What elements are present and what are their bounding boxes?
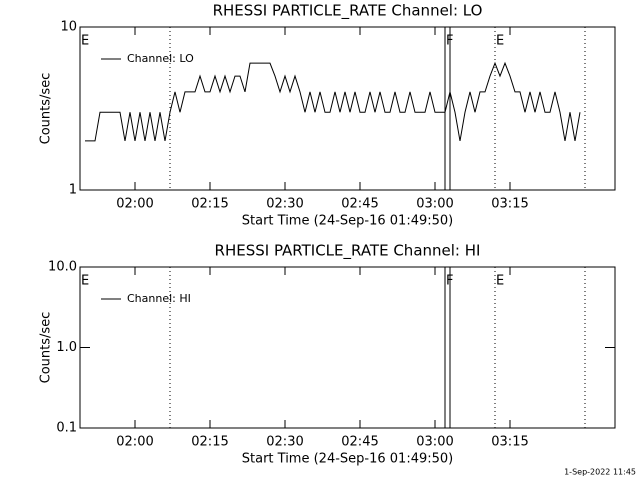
x-tick-label: 02:15 [191,197,228,212]
x-tick-label: 03:00 [416,197,453,212]
legend-label: Channel: LO [127,52,194,65]
plot-frame [79,26,616,191]
x-tick-label: 02:00 [116,197,153,212]
x-tick-label: 03:00 [416,435,453,450]
event-marker: F [446,274,453,289]
x-axis-label: Start Time (24-Sep-16 01:49:50) [242,214,453,229]
chart-title: RHESSI PARTICLE_RATE Channel: HI [215,242,481,261]
event-marker: E [81,274,89,289]
y-tick-label: 10 [60,20,77,35]
x-axis-label: Start Time (24-Sep-16 01:49:50) [242,452,453,467]
y-axis-label: Counts/sec [39,73,54,145]
x-tick-label: 02:45 [341,197,378,212]
y-tick-label: 0.1 [56,421,77,436]
x-tick-label: 02:00 [116,435,153,450]
chart-title: RHESSI PARTICLE_RATE Channel: LO [213,2,483,21]
y-tick-label: 1 [69,183,77,198]
x-tick-label: 02:30 [266,435,303,450]
x-tick-label: 03:15 [491,435,528,450]
event-marker: E [496,34,504,49]
event-marker: F [446,34,453,49]
x-tick-label: 02:45 [341,435,378,450]
plot-frame [79,266,616,429]
x-tick-label: 03:15 [491,197,528,212]
y-tick-label: 10.0 [48,260,77,275]
footer: 1-Sep-2022 11:45 [564,468,636,477]
data-line [85,61,581,142]
x-tick-label: 02:15 [191,435,228,450]
event-marker: E [496,274,504,289]
y-tick-label: 1.0 [56,340,77,355]
legend-label: Channel: HI [127,292,191,305]
event-marker: E [81,34,89,49]
y-axis-label: Counts/sec [39,312,54,384]
x-tick-label: 02:30 [266,197,303,212]
